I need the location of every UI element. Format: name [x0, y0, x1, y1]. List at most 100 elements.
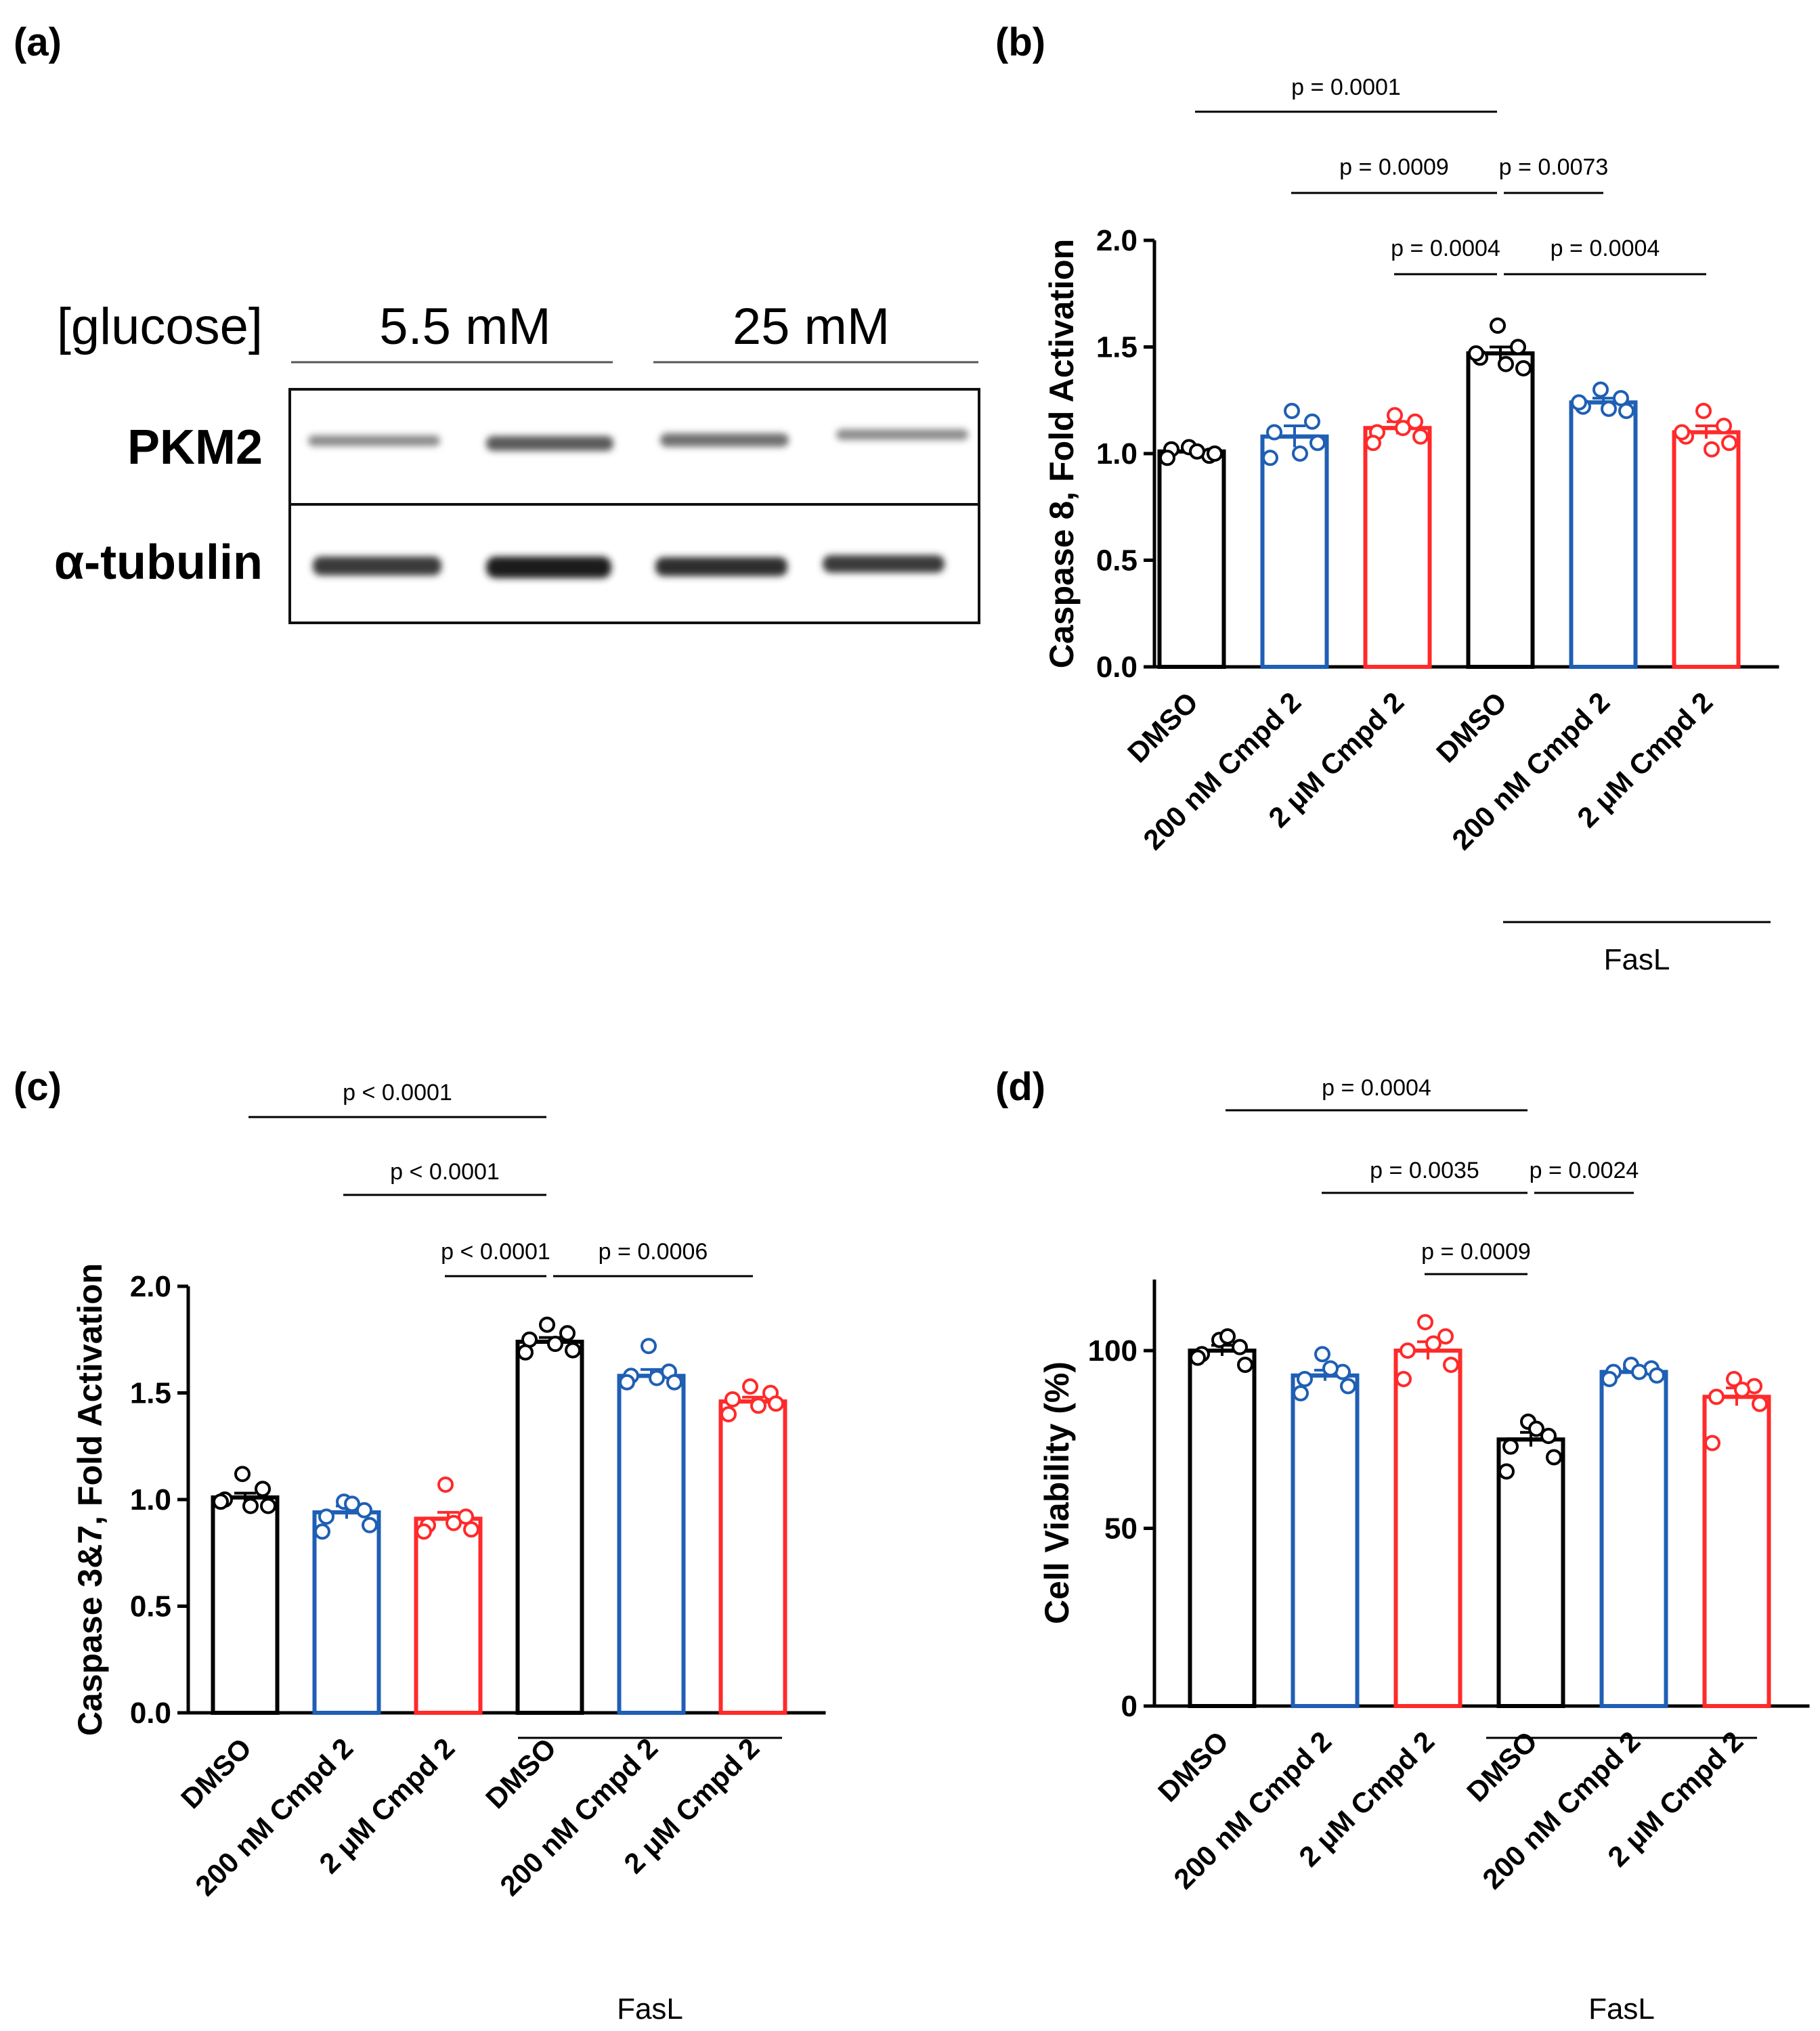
bar [1393, 1349, 1462, 1708]
data-point [1726, 1371, 1742, 1387]
data-point [1490, 318, 1506, 334]
data-point [1395, 420, 1411, 437]
data-point [565, 1342, 581, 1359]
data-point [1304, 413, 1320, 430]
y-tick-label: 0.0 [130, 1697, 171, 1730]
data-point [1365, 435, 1381, 452]
y-tick-label: 1.5 [130, 1377, 171, 1410]
pkm2-band [836, 429, 968, 440]
category-label: DMSO [479, 1732, 562, 1814]
data-point [446, 1514, 462, 1531]
y-tick-label: 0.5 [1096, 544, 1138, 577]
data-point [1266, 424, 1282, 441]
y-tick-label: 2.0 [130, 1270, 171, 1303]
data-point [1631, 1363, 1647, 1380]
tubulin-band [486, 556, 611, 578]
data-point [362, 1516, 378, 1533]
bar [1260, 434, 1329, 669]
pkm2-band [308, 435, 440, 446]
y-tick-label: 0.5 [130, 1590, 171, 1623]
data-point [356, 1502, 372, 1519]
y-tick-label: 100 [1088, 1334, 1138, 1368]
data-point [666, 1374, 682, 1391]
data-point [1649, 1367, 1665, 1384]
data-point [750, 1397, 766, 1414]
blot-frame-pkm2 [288, 388, 980, 506]
data-point [1540, 1428, 1557, 1444]
p-value-label: p = 0.0035 [1370, 1158, 1479, 1183]
bar [312, 1510, 381, 1715]
data-point [1207, 445, 1223, 462]
data-point [1716, 418, 1732, 435]
data-point [463, 1521, 479, 1538]
data-point [1437, 1328, 1454, 1345]
data-point [1400, 1342, 1416, 1359]
data-point [1601, 1371, 1618, 1387]
panel-label-d: (d) [995, 1065, 1045, 1109]
data-point [260, 1498, 276, 1514]
chart-caspase37: 0.0 0.5 1.0 1.5 2.0 Caspase 3&7, Fold Activat… [71, 1080, 826, 2026]
bar [211, 1495, 280, 1716]
data-point [1293, 1385, 1309, 1401]
data-point [1734, 1381, 1750, 1398]
data-point [1708, 1389, 1725, 1405]
p-value-label: p = 0.0073 [1499, 154, 1609, 180]
data-point [1314, 1346, 1330, 1363]
data-point [1292, 445, 1308, 462]
data-point [1498, 1463, 1515, 1480]
data-point [517, 1344, 534, 1361]
p-value-label: p < 0.0001 [343, 1080, 452, 1106]
data-point [318, 1508, 334, 1525]
data-point [1695, 403, 1712, 419]
y-axis-label: Cell Viability (%) [1038, 1361, 1076, 1624]
data-point [437, 1476, 454, 1493]
p-value-label: p = 0.0004 [1322, 1075, 1431, 1101]
bar [1466, 351, 1535, 669]
data-point [1395, 1371, 1412, 1387]
pkm2-band [486, 436, 613, 451]
p-value-label: p = 0.0001 [1291, 74, 1401, 100]
chart-caspase8: 0.0 0.5 1.0 1.5 2.0 Caspase 8, Fold Activatio… [1043, 74, 1779, 976]
panel-label-a: (a) [14, 20, 62, 64]
glucose-label: [glucose] [57, 298, 263, 355]
bar [1672, 430, 1741, 669]
panel-label-b: (b) [995, 20, 1045, 64]
y-tick-label: 50 [1104, 1512, 1138, 1546]
data-point [1468, 345, 1484, 362]
data-point [1407, 413, 1423, 430]
y-axis-label: Caspase 3&7, Fold Activation [71, 1263, 109, 1736]
p-value-label: p = 0.0024 [1530, 1158, 1639, 1183]
pkm2-bands [308, 429, 968, 451]
data-point [720, 1406, 737, 1422]
data-point [1752, 1395, 1768, 1412]
data-point [344, 1495, 360, 1512]
data-point [1189, 443, 1205, 460]
data-point [547, 1336, 563, 1353]
data-point [1515, 360, 1532, 376]
p-value-label: p < 0.0001 [390, 1159, 500, 1185]
data-point [1601, 400, 1617, 417]
bar [1363, 426, 1432, 669]
data-point [1704, 1435, 1720, 1451]
data-point [1190, 1349, 1206, 1366]
tubulin-bands [313, 555, 945, 578]
bar [1599, 1370, 1668, 1708]
data-point [649, 1370, 665, 1386]
data-point [1309, 435, 1326, 452]
data-point [1510, 338, 1526, 355]
p-value-label: p = 0.0004 [1391, 236, 1500, 261]
y-axis-label: Caspase 8, Fold Activation [1043, 239, 1081, 668]
bar [617, 1374, 686, 1716]
data-point [539, 1316, 555, 1333]
data-point [1528, 1420, 1544, 1437]
data-point [1412, 428, 1429, 445]
group-label: FasL [1588, 1992, 1655, 2026]
y-tick-label: 0.0 [1096, 651, 1138, 684]
western-blot: [glucose] 5.5 mM 25 mM PKM2 α-tubulin [54, 298, 980, 624]
data-point [255, 1481, 271, 1498]
data-point [1674, 424, 1690, 441]
tubulin-band [655, 557, 787, 576]
data-point [742, 1378, 758, 1395]
